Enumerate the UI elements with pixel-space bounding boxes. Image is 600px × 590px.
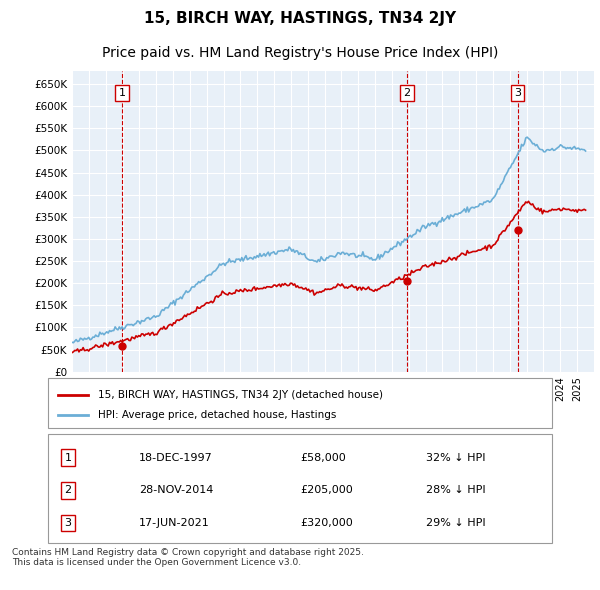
Text: 3: 3 [65,518,71,528]
Text: £58,000: £58,000 [300,453,346,463]
Text: 2: 2 [65,486,72,496]
Text: 18-DEC-1997: 18-DEC-1997 [139,453,212,463]
Text: 29% ↓ HPI: 29% ↓ HPI [426,518,485,528]
Text: 28-NOV-2014: 28-NOV-2014 [139,486,213,496]
Text: 2: 2 [404,88,410,98]
Text: 1: 1 [118,88,125,98]
Text: 32% ↓ HPI: 32% ↓ HPI [426,453,485,463]
Text: £205,000: £205,000 [300,486,353,496]
Text: 28% ↓ HPI: 28% ↓ HPI [426,486,485,496]
Text: Contains HM Land Registry data © Crown copyright and database right 2025.
This d: Contains HM Land Registry data © Crown c… [12,548,364,568]
Text: 15, BIRCH WAY, HASTINGS, TN34 2JY (detached house): 15, BIRCH WAY, HASTINGS, TN34 2JY (detac… [98,390,383,400]
Text: Price paid vs. HM Land Registry's House Price Index (HPI): Price paid vs. HM Land Registry's House … [102,46,498,60]
Text: 1: 1 [65,453,71,463]
FancyBboxPatch shape [48,434,552,543]
Text: HPI: Average price, detached house, Hastings: HPI: Average price, detached house, Hast… [98,410,337,420]
Text: 17-JUN-2021: 17-JUN-2021 [139,518,209,528]
Text: 15, BIRCH WAY, HASTINGS, TN34 2JY: 15, BIRCH WAY, HASTINGS, TN34 2JY [144,11,456,25]
FancyBboxPatch shape [48,378,552,428]
Text: 3: 3 [514,88,521,98]
Text: £320,000: £320,000 [300,518,353,528]
